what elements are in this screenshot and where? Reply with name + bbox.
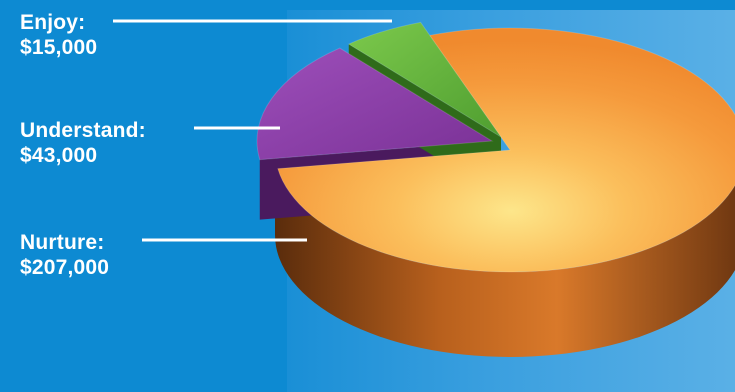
slice-value: $207,000 xyxy=(20,256,110,279)
pie-slice-enjoy xyxy=(347,21,502,138)
slice-label-enjoy: Enjoy: $15,000 xyxy=(20,10,97,60)
slice-name: Enjoy: xyxy=(20,11,86,34)
pie-slice-understand xyxy=(256,47,494,161)
slice-name: Nurture: xyxy=(20,231,105,254)
pie-slice-side-nurture xyxy=(275,150,735,357)
slice-label-nurture: Nurture: $207,000 xyxy=(20,230,109,280)
slice-label-understand: Understand: $43,000 xyxy=(20,118,146,168)
slice-name: Understand: xyxy=(20,119,146,142)
slice-value: $15,000 xyxy=(20,36,98,59)
slice-value: $43,000 xyxy=(20,144,98,167)
pie-slice-nurture xyxy=(277,27,735,273)
